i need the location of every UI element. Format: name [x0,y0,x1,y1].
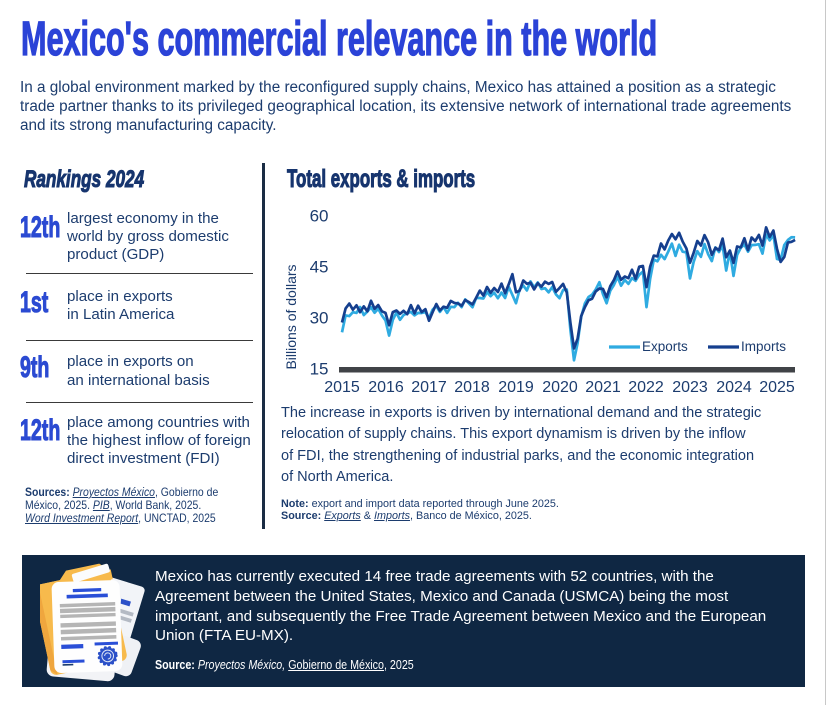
svg-text:2015: 2015 [324,379,360,396]
svg-text:15: 15 [310,360,329,379]
svg-text:2025: 2025 [759,379,795,396]
svg-text:60: 60 [310,207,329,226]
svg-text:2016: 2016 [368,379,404,396]
svg-text:30: 30 [310,309,329,328]
svg-text:Imports: Imports [741,339,786,354]
svg-text:2018: 2018 [454,379,490,396]
svg-text:2020: 2020 [542,379,578,396]
svg-text:2021: 2021 [585,379,621,396]
svg-text:Billions of dollars: Billions of dollars [283,264,299,369]
svg-text:2023: 2023 [672,379,708,396]
svg-text:2024: 2024 [716,379,752,396]
svg-text:Exports: Exports [642,339,688,354]
svg-text:2017: 2017 [411,379,447,396]
svg-text:2022: 2022 [628,379,664,396]
svg-text:2019: 2019 [498,379,534,396]
svg-text:45: 45 [310,258,329,277]
